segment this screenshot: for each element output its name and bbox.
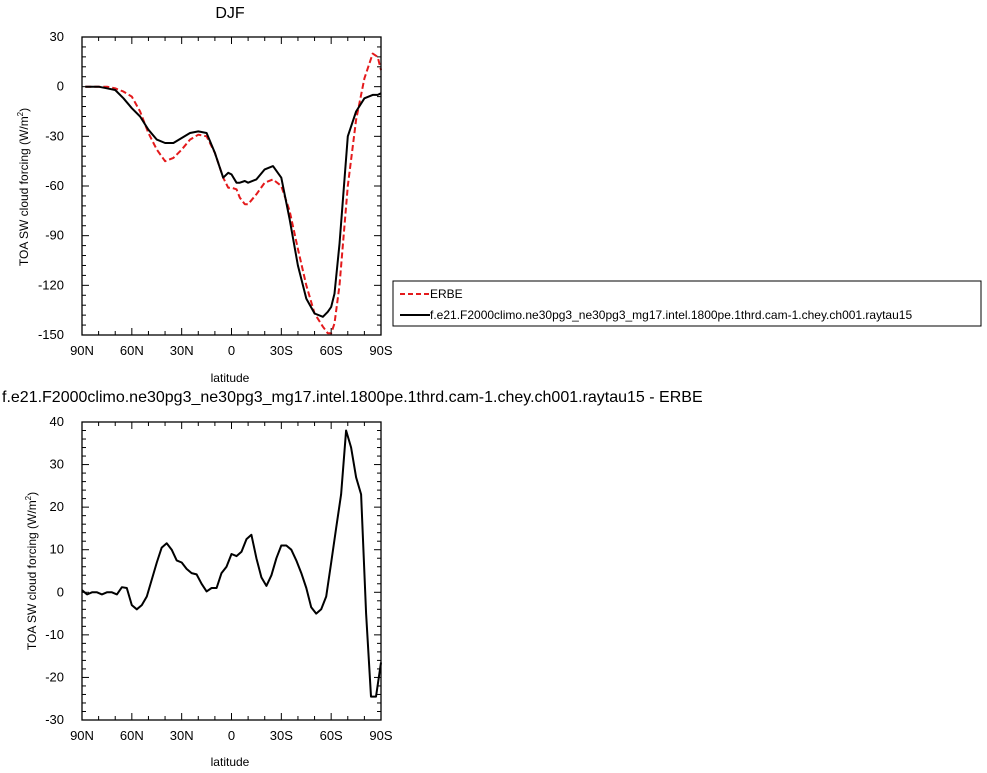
top-x-tick-label: 60N xyxy=(120,343,144,358)
top-x-tick-label: 0 xyxy=(228,343,235,358)
bottom-y-tick-label: -30 xyxy=(45,712,64,727)
top-x-tick-label: 60S xyxy=(320,343,343,358)
top-y-axis-label: TOA SW cloud forcing (W/m2) xyxy=(16,108,31,266)
bottom-y-axis-label: TOA SW cloud forcing (W/m2) xyxy=(24,492,39,650)
legend-label-erbe: ERBE xyxy=(430,287,463,301)
bottom-x-tick-label: 30N xyxy=(170,728,194,743)
top-x-tick-label: 30S xyxy=(270,343,293,358)
top-chart-title: DJF xyxy=(215,5,245,22)
bottom-x-axis-label: latitude xyxy=(211,755,250,769)
bottom-x-tick-label: 90N xyxy=(70,728,94,743)
top-y-tick-label: -120 xyxy=(38,277,64,292)
bottom-x-tick-label: 60S xyxy=(320,728,343,743)
bottom-x-tick-label: 60N xyxy=(120,728,144,743)
top-panel: DJF 90N 60N 30N 0 30S 60S 90S 30 0 -30 -60 -90 -120 -… xyxy=(16,5,393,385)
bottom-x-tick-label: 30S xyxy=(270,728,293,743)
legend-label-model: f.e21.F2000climo.ne30pg3_ne30pg3_mg17.in… xyxy=(430,308,912,322)
bottom-panel: f.e21.F2000climo.ne30pg3_ne30pg3_mg17.in… xyxy=(2,389,703,769)
top-x-tick-label: 30N xyxy=(170,343,194,358)
legend-box xyxy=(392,280,982,327)
bottom-chart-title: f.e21.F2000climo.ne30pg3_ne30pg3_mg17.in… xyxy=(2,389,703,406)
top-plot-frame xyxy=(81,36,382,336)
bottom-plot-frame xyxy=(81,421,382,721)
bottom-y-tick-label: 10 xyxy=(50,542,64,557)
top-y-tick-label: -60 xyxy=(45,178,64,193)
top-y-tick-label: 0 xyxy=(57,79,64,94)
bottom-y-tick-label: -10 xyxy=(45,627,64,642)
top-series-line-1 xyxy=(85,85,382,318)
bottom-y-tick-label: -20 xyxy=(45,669,64,684)
legend: ERBE f.e21.F2000climo.ne30pg3_ne30pg3_mg… xyxy=(392,280,982,327)
bottom-x-tick-label: 0 xyxy=(228,728,235,743)
bottom-y-tick-label: 0 xyxy=(57,584,64,599)
bottom-plot-area: 90N 60N 30N 0 30S 60S 90S 40 30 20 10 0 -10 -20 -30 xyxy=(45,414,393,743)
bottom-y-tick-label: 30 xyxy=(50,457,64,472)
top-plot-area: 90N 60N 30N 0 30S 60S 90S 30 0 -30 -60 -90 -120 -150 xyxy=(38,29,393,358)
bottom-y-tick-label: 40 xyxy=(50,414,64,429)
bottom-y-tick-label: 20 xyxy=(50,499,64,514)
top-y-tick-label: -90 xyxy=(45,228,64,243)
top-x-tick-label: 90N xyxy=(70,343,94,358)
bottom-x-tick-label: 90S xyxy=(369,728,392,743)
top-x-axis-label: latitude xyxy=(211,371,250,385)
top-y-tick-label: 30 xyxy=(50,29,64,44)
top-y-tick-label: -30 xyxy=(45,128,64,143)
bottom-series-line-0 xyxy=(81,429,382,698)
top-series-line-0 xyxy=(85,52,382,335)
top-y-tick-label: -150 xyxy=(38,327,64,342)
top-x-tick-label: 90S xyxy=(369,343,392,358)
